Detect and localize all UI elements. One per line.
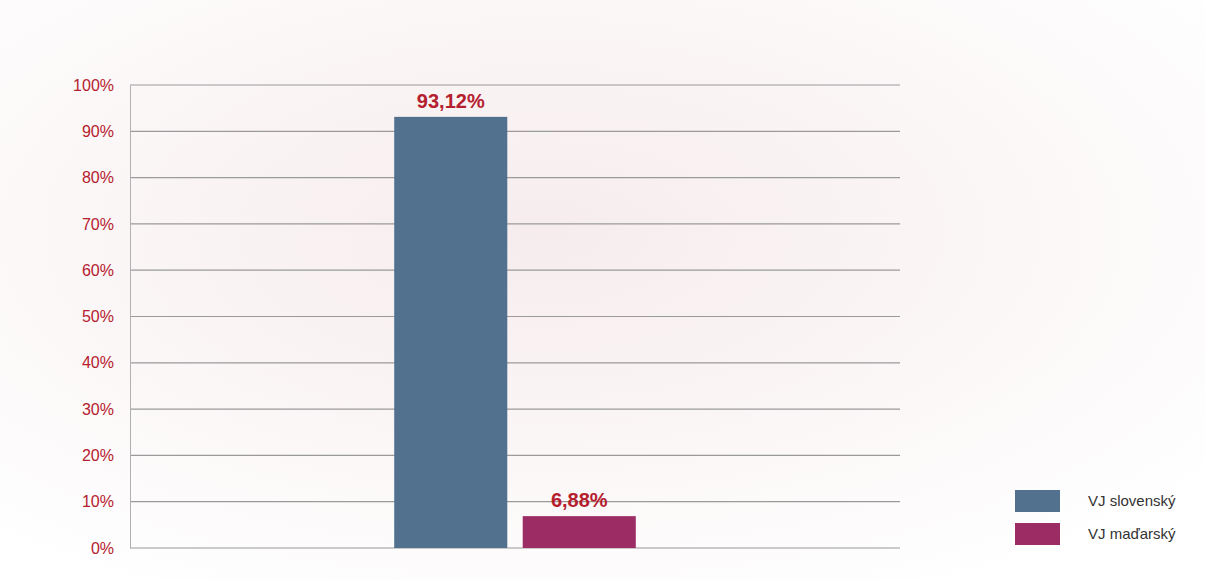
y-tick: 40%	[82, 354, 130, 371]
grid-line	[130, 455, 900, 456]
legend-swatch	[1015, 523, 1060, 545]
legend-label: VJ slovenský	[1088, 492, 1176, 509]
y-tick-label: 40%	[82, 354, 114, 371]
data-label: 93,12%	[417, 90, 485, 112]
y-axis-line	[130, 86, 131, 549]
legend-item: VJ maďarský	[1015, 523, 1176, 545]
background	[0, 0, 1205, 580]
y-tick-label: 80%	[82, 169, 114, 186]
y-tick-label: 0%	[91, 540, 114, 557]
y-tick: 50%	[82, 308, 130, 325]
y-tick-label: 30%	[82, 401, 114, 418]
grid-line	[130, 409, 900, 410]
y-tick: 100%	[73, 77, 130, 94]
y-axis: 0% 10% 20% 30% 40% 50% 60% 70% 80% 90% 100%	[73, 77, 130, 557]
grid-line	[130, 316, 900, 317]
y-tick: 10%	[82, 493, 130, 510]
grid-line	[130, 84, 900, 85]
y-tick: 90%	[82, 123, 130, 140]
legend-item: VJ slovenský	[1015, 490, 1176, 512]
data-labels: 93,12% 6,88%	[417, 90, 608, 511]
y-tick-label: 70%	[82, 216, 114, 233]
grid-line	[130, 177, 900, 178]
grid-line	[130, 547, 900, 548]
grid-line	[130, 501, 900, 502]
chart: 0% 10% 20% 30% 40% 50% 60% 70% 80% 90% 100% 93,12% 6…	[0, 0, 1205, 580]
grid-line	[130, 362, 900, 363]
grid-line	[130, 131, 900, 132]
y-tick-label: 100%	[73, 77, 114, 94]
y-tick: 70%	[82, 216, 130, 233]
grid	[130, 85, 900, 548]
legend: VJ slovenský VJ maďarský	[1015, 490, 1176, 545]
y-tick: 0%	[91, 540, 130, 557]
bar	[523, 516, 636, 548]
y-tick-label: 60%	[82, 262, 114, 279]
legend-label: VJ maďarský	[1088, 525, 1176, 542]
y-tick: 30%	[82, 401, 130, 418]
grid-line	[130, 223, 900, 224]
grid-line	[130, 270, 900, 271]
data-label: 6,88%	[551, 489, 608, 511]
bars	[394, 117, 636, 548]
y-tick-label: 10%	[82, 493, 114, 510]
legend-swatch	[1015, 490, 1060, 512]
bar	[394, 117, 507, 548]
y-tick: 80%	[82, 169, 130, 186]
y-tick-label: 20%	[82, 447, 114, 464]
y-tick-label: 50%	[82, 308, 114, 325]
y-tick: 60%	[82, 262, 130, 279]
y-tick: 20%	[82, 447, 130, 464]
y-tick-label: 90%	[82, 123, 114, 140]
